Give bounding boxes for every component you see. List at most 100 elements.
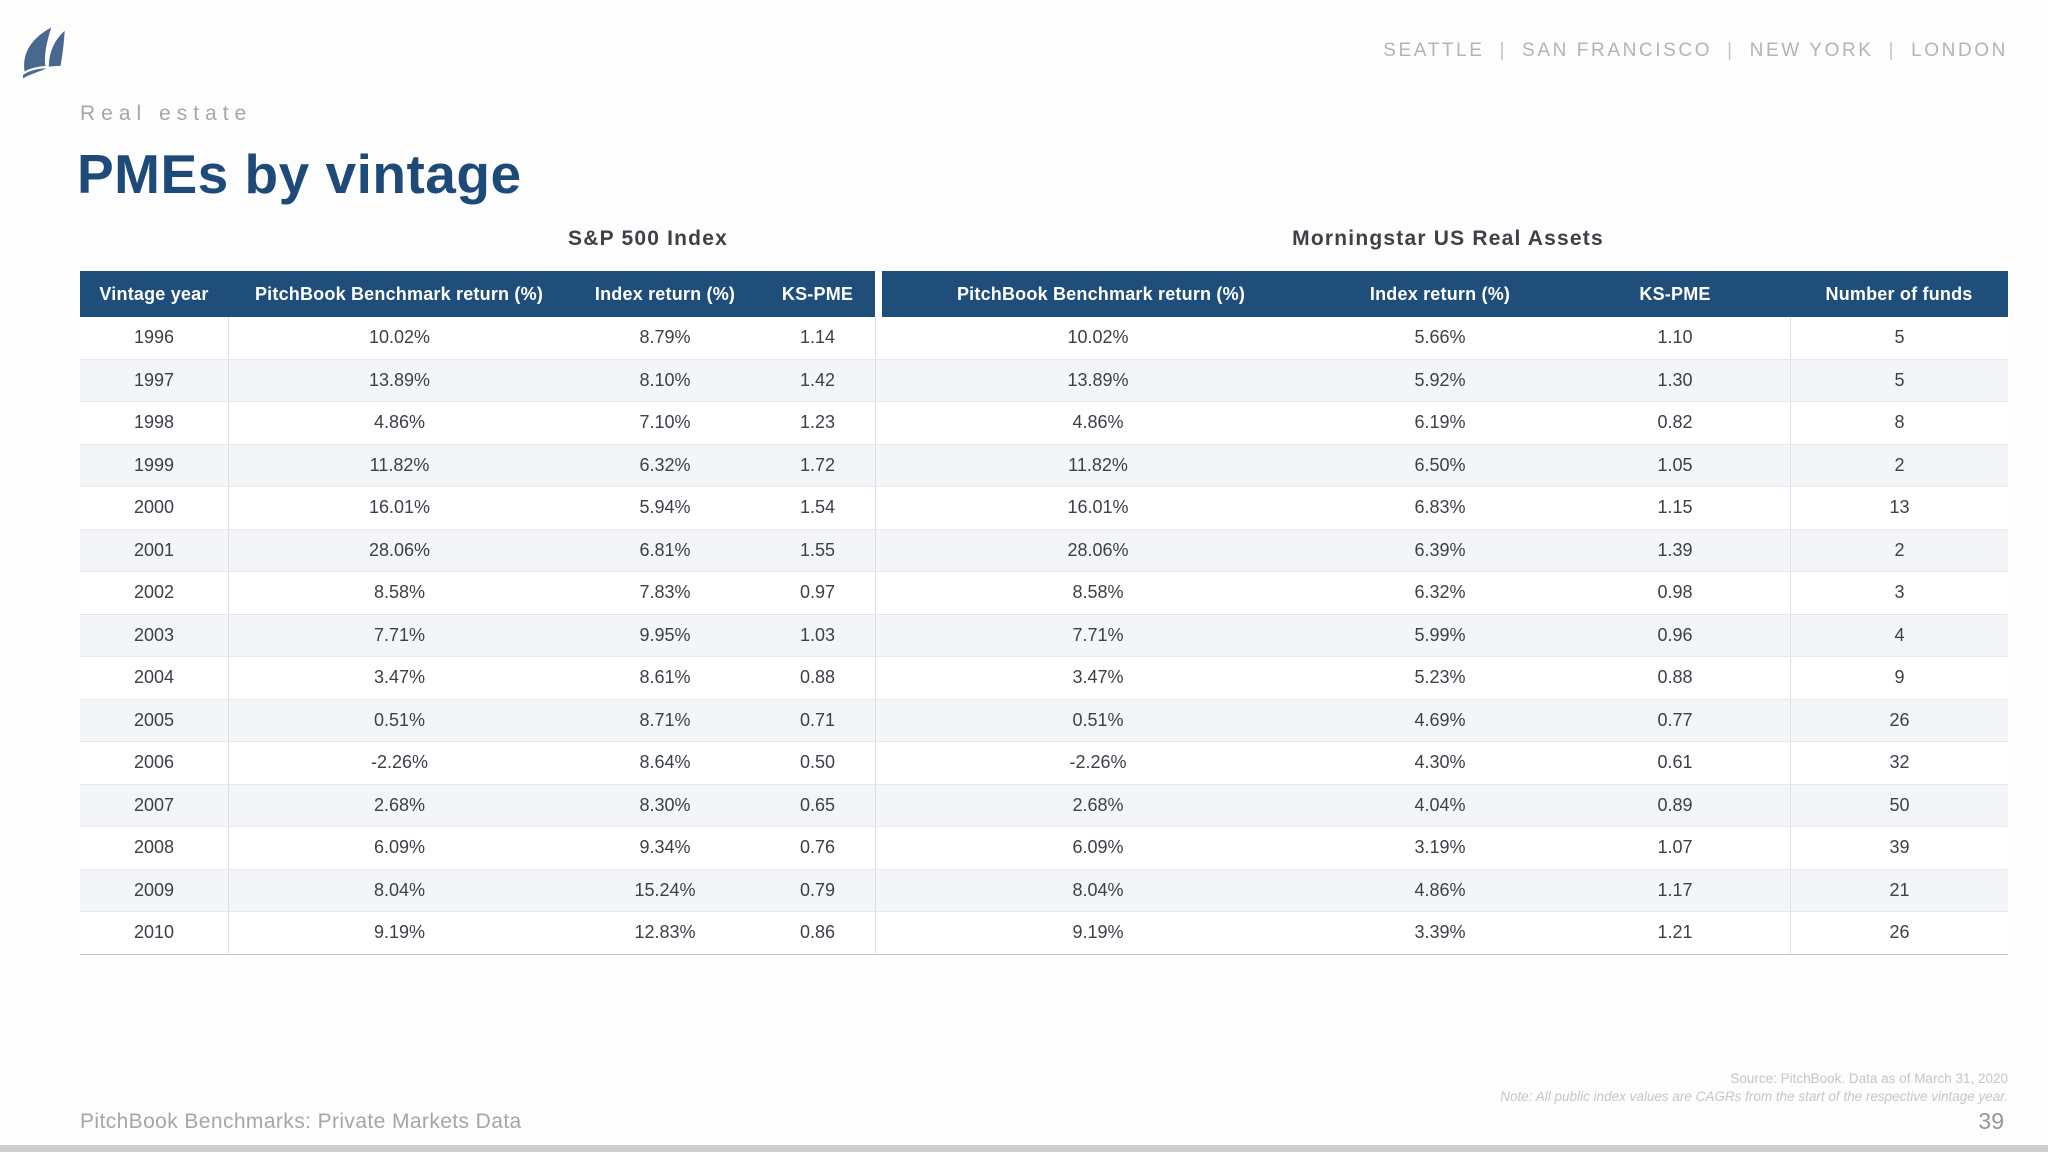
value-cell: 1.30 <box>1657 369 1693 390</box>
vintage-year-cell: 1998 <box>133 412 175 433</box>
value-cell: 39 <box>1790 827 2008 869</box>
value-cell: 7.10% <box>639 412 691 433</box>
value-cell: 28.06% <box>228 529 570 571</box>
value-cell: 8.71% <box>639 709 691 730</box>
value-cell: 6.32% <box>639 454 691 475</box>
table-row: 2007 2.68% 8.30% 0.65 2.68% 4.04% 0.89 50 <box>80 784 2008 827</box>
value-cell: 1.15 <box>1657 497 1693 518</box>
value-cell: 0.77 <box>1657 709 1693 730</box>
table-row: 2004 3.47% 8.61% 0.88 3.47% 5.23% 0.88 9 <box>80 657 2008 700</box>
value-cell: 0.65 <box>799 794 836 815</box>
value-cell: 21 <box>1790 869 2008 911</box>
value-cell: 4.86% <box>1414 879 1466 900</box>
value-cell: 6.50% <box>1414 454 1466 475</box>
value-cell: 8.79% <box>639 327 691 348</box>
table-header-row: Vintage year PitchBook Benchmark return (… <box>80 271 2008 317</box>
value-cell: 16.01% <box>228 487 570 529</box>
value-cell: 2 <box>1790 529 2008 571</box>
column-header: PitchBook Benchmark return (%) <box>875 271 1320 317</box>
value-cell: 0.51% <box>875 699 1320 741</box>
column-header: KS-PME <box>781 283 854 304</box>
value-cell: 8.10% <box>639 369 691 390</box>
value-cell: 1.21 <box>1657 922 1693 943</box>
value-cell: 8.58% <box>875 572 1320 614</box>
value-cell: 9.95% <box>639 624 691 645</box>
value-cell: 5.92% <box>1414 369 1466 390</box>
source-block: Source: PitchBook. Data as of March 31, … <box>1500 1070 2008 1106</box>
value-cell: 8.04% <box>228 869 570 911</box>
value-cell: 4.69% <box>1414 709 1466 730</box>
value-cell: 0.76 <box>799 837 836 858</box>
value-cell: 4.04% <box>1414 794 1466 815</box>
value-cell: 28.06% <box>875 529 1320 571</box>
vintage-year-cell: 2008 <box>133 837 175 858</box>
value-cell: 1.42 <box>799 369 836 390</box>
value-cell: 26 <box>1790 699 2008 741</box>
office-locations: SEATTLE | SAN FRANCISCO | NEW YORK | LONDON <box>1383 40 2008 62</box>
value-cell: 4.86% <box>228 402 570 444</box>
pitchbook-logo-icon <box>23 27 65 79</box>
table-row: 1998 4.86% 7.10% 1.23 4.86% 6.19% 0.82 8 <box>80 402 2008 445</box>
table-row: 2005 0.51% 8.71% 0.71 0.51% 4.69% 0.77 26 <box>80 699 2008 742</box>
value-cell: 0.89 <box>1657 794 1693 815</box>
value-cell: 6.81% <box>639 539 691 560</box>
value-cell: 1.23 <box>799 412 836 433</box>
value-cell: 3.19% <box>1414 837 1466 858</box>
value-cell: -2.26% <box>875 742 1320 784</box>
value-cell: 11.82% <box>875 444 1320 486</box>
slide-edge-strip <box>0 1145 2048 1152</box>
value-cell: 1.03 <box>799 624 836 645</box>
table-row: 2003 7.71% 9.95% 1.03 7.71% 5.99% 0.96 4 <box>80 614 2008 657</box>
value-cell: 0.50 <box>799 752 836 773</box>
value-cell: 2 <box>1790 444 2008 486</box>
vintage-year-cell: 2006 <box>133 752 175 773</box>
value-cell: 6.19% <box>1414 412 1466 433</box>
value-cell: 3 <box>1790 572 2008 614</box>
value-cell: 3.47% <box>228 657 570 699</box>
value-cell: 4 <box>1790 614 2008 656</box>
group-title-sp500: S&P 500 Index <box>568 227 728 250</box>
value-cell: 32 <box>1790 742 2008 784</box>
report-name: PitchBook Benchmarks: Private Markets Da… <box>80 1110 522 1133</box>
table-row: 2002 8.58% 7.83% 0.97 8.58% 6.32% 0.98 3 <box>80 572 2008 615</box>
value-cell: 1.72 <box>799 454 836 475</box>
table-row: 1997 13.89% 8.10% 1.42 13.89% 5.92% 1.30 5 <box>80 359 2008 402</box>
city-label: NEW YORK <box>1749 40 1874 61</box>
source-line: Source: PitchBook. Data as of March 31, … <box>1730 1071 2008 1086</box>
source-note: Note: All public index values are CAGRs … <box>1500 1089 2008 1104</box>
table-body: 1996 10.02% 8.79% 1.14 10.02% 5.66% 1.10 5 1997 1… <box>80 317 2008 955</box>
value-cell: 0.96 <box>1657 624 1693 645</box>
value-cell: 5.66% <box>1414 327 1466 348</box>
value-cell: 6.83% <box>1414 497 1466 518</box>
value-cell: 3.39% <box>1414 922 1466 943</box>
value-cell: -2.26% <box>228 742 570 784</box>
table-row: 2006 -2.26% 8.64% 0.50 -2.26% 4.30% 0.61 32 <box>80 742 2008 785</box>
city-label: SAN FRANCISCO <box>1522 40 1713 61</box>
vintage-year-cell: 2000 <box>133 497 175 518</box>
vintage-year-cell: 2004 <box>133 667 175 688</box>
value-cell: 10.02% <box>228 317 570 359</box>
city-separator: | <box>1499 40 1508 61</box>
value-cell: 9.19% <box>875 912 1320 954</box>
value-cell: 0.86 <box>799 922 836 943</box>
table-row: 2001 28.06% 6.81% 1.55 28.06% 6.39% 1.39 2 <box>80 529 2008 572</box>
value-cell: 7.71% <box>228 614 570 656</box>
value-cell: 13.89% <box>228 359 570 401</box>
value-cell: 13 <box>1790 487 2008 529</box>
value-cell: 10.02% <box>875 317 1320 359</box>
value-cell: 0.97 <box>799 582 836 603</box>
column-header: PitchBook Benchmark return (%) <box>254 283 544 304</box>
value-cell: 7.71% <box>875 614 1320 656</box>
value-cell: 8.04% <box>875 869 1320 911</box>
value-cell: 15.24% <box>634 879 696 900</box>
value-cell: 8.58% <box>228 572 570 614</box>
value-cell: 4.86% <box>875 402 1320 444</box>
value-cell: 6.39% <box>1414 539 1466 560</box>
column-header: KS-PME <box>1639 283 1711 304</box>
value-cell: 3.47% <box>875 657 1320 699</box>
value-cell: 50 <box>1790 784 2008 826</box>
value-cell: 5 <box>1790 317 2008 359</box>
value-cell: 2.68% <box>228 784 570 826</box>
vintage-year-cell: 1997 <box>133 369 175 390</box>
